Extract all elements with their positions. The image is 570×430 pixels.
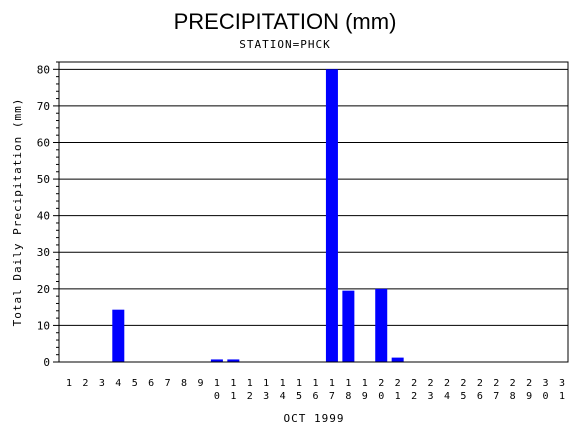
bar-day-4 bbox=[112, 309, 125, 362]
y-tick-label: 60 bbox=[37, 136, 50, 149]
x-tick-label: 7 bbox=[165, 378, 171, 389]
x-tick-label: 2 bbox=[82, 378, 88, 389]
y-tick-label: 70 bbox=[37, 100, 50, 113]
bar-day-18 bbox=[342, 290, 355, 362]
chart-subtitle: STATION=PHCK bbox=[239, 38, 330, 51]
x-tick-label: 3 bbox=[99, 378, 105, 389]
y-tick-label: 0 bbox=[43, 356, 50, 369]
x-tick-label: 5 bbox=[132, 378, 138, 389]
bars bbox=[112, 69, 404, 362]
y-tick-label: 50 bbox=[37, 173, 50, 186]
x-tick-label: 9 bbox=[197, 378, 203, 389]
x-axis: 1 2 3 4 5 6 7 8 9 1 01 11 21 31 41 51 61 71 81 92 02 12 22 32 42… bbox=[66, 378, 565, 402]
y-tick-label: 10 bbox=[37, 319, 50, 332]
y-tick-label: 20 bbox=[37, 283, 50, 296]
gridlines bbox=[59, 68, 568, 326]
x-tick-label: 6 bbox=[148, 378, 154, 389]
y-axis: 0 10 20 30 40 50 60 70 80 bbox=[37, 61, 59, 369]
plot-frame bbox=[58, 61, 569, 363]
bar-day-17 bbox=[325, 69, 338, 362]
x-axis-label: OCT 1999 bbox=[284, 412, 345, 425]
y-tick-label: 80 bbox=[37, 63, 50, 76]
y-tick-label: 40 bbox=[37, 210, 50, 223]
bar-day-20 bbox=[375, 288, 388, 362]
bar-day-11 bbox=[227, 359, 240, 362]
y-tick-label: 30 bbox=[37, 246, 50, 259]
bar-day-10 bbox=[210, 359, 223, 362]
y-axis-label: Total Daily Precipitation (mm) bbox=[11, 98, 24, 327]
x-tick-label: 8 bbox=[181, 378, 187, 389]
bar-day-21 bbox=[391, 357, 404, 362]
x-tick-label: 4 bbox=[115, 378, 121, 389]
x-tick-label: 1 bbox=[66, 378, 72, 389]
chart-title: PRECIPITATION (mm) bbox=[174, 9, 397, 34]
